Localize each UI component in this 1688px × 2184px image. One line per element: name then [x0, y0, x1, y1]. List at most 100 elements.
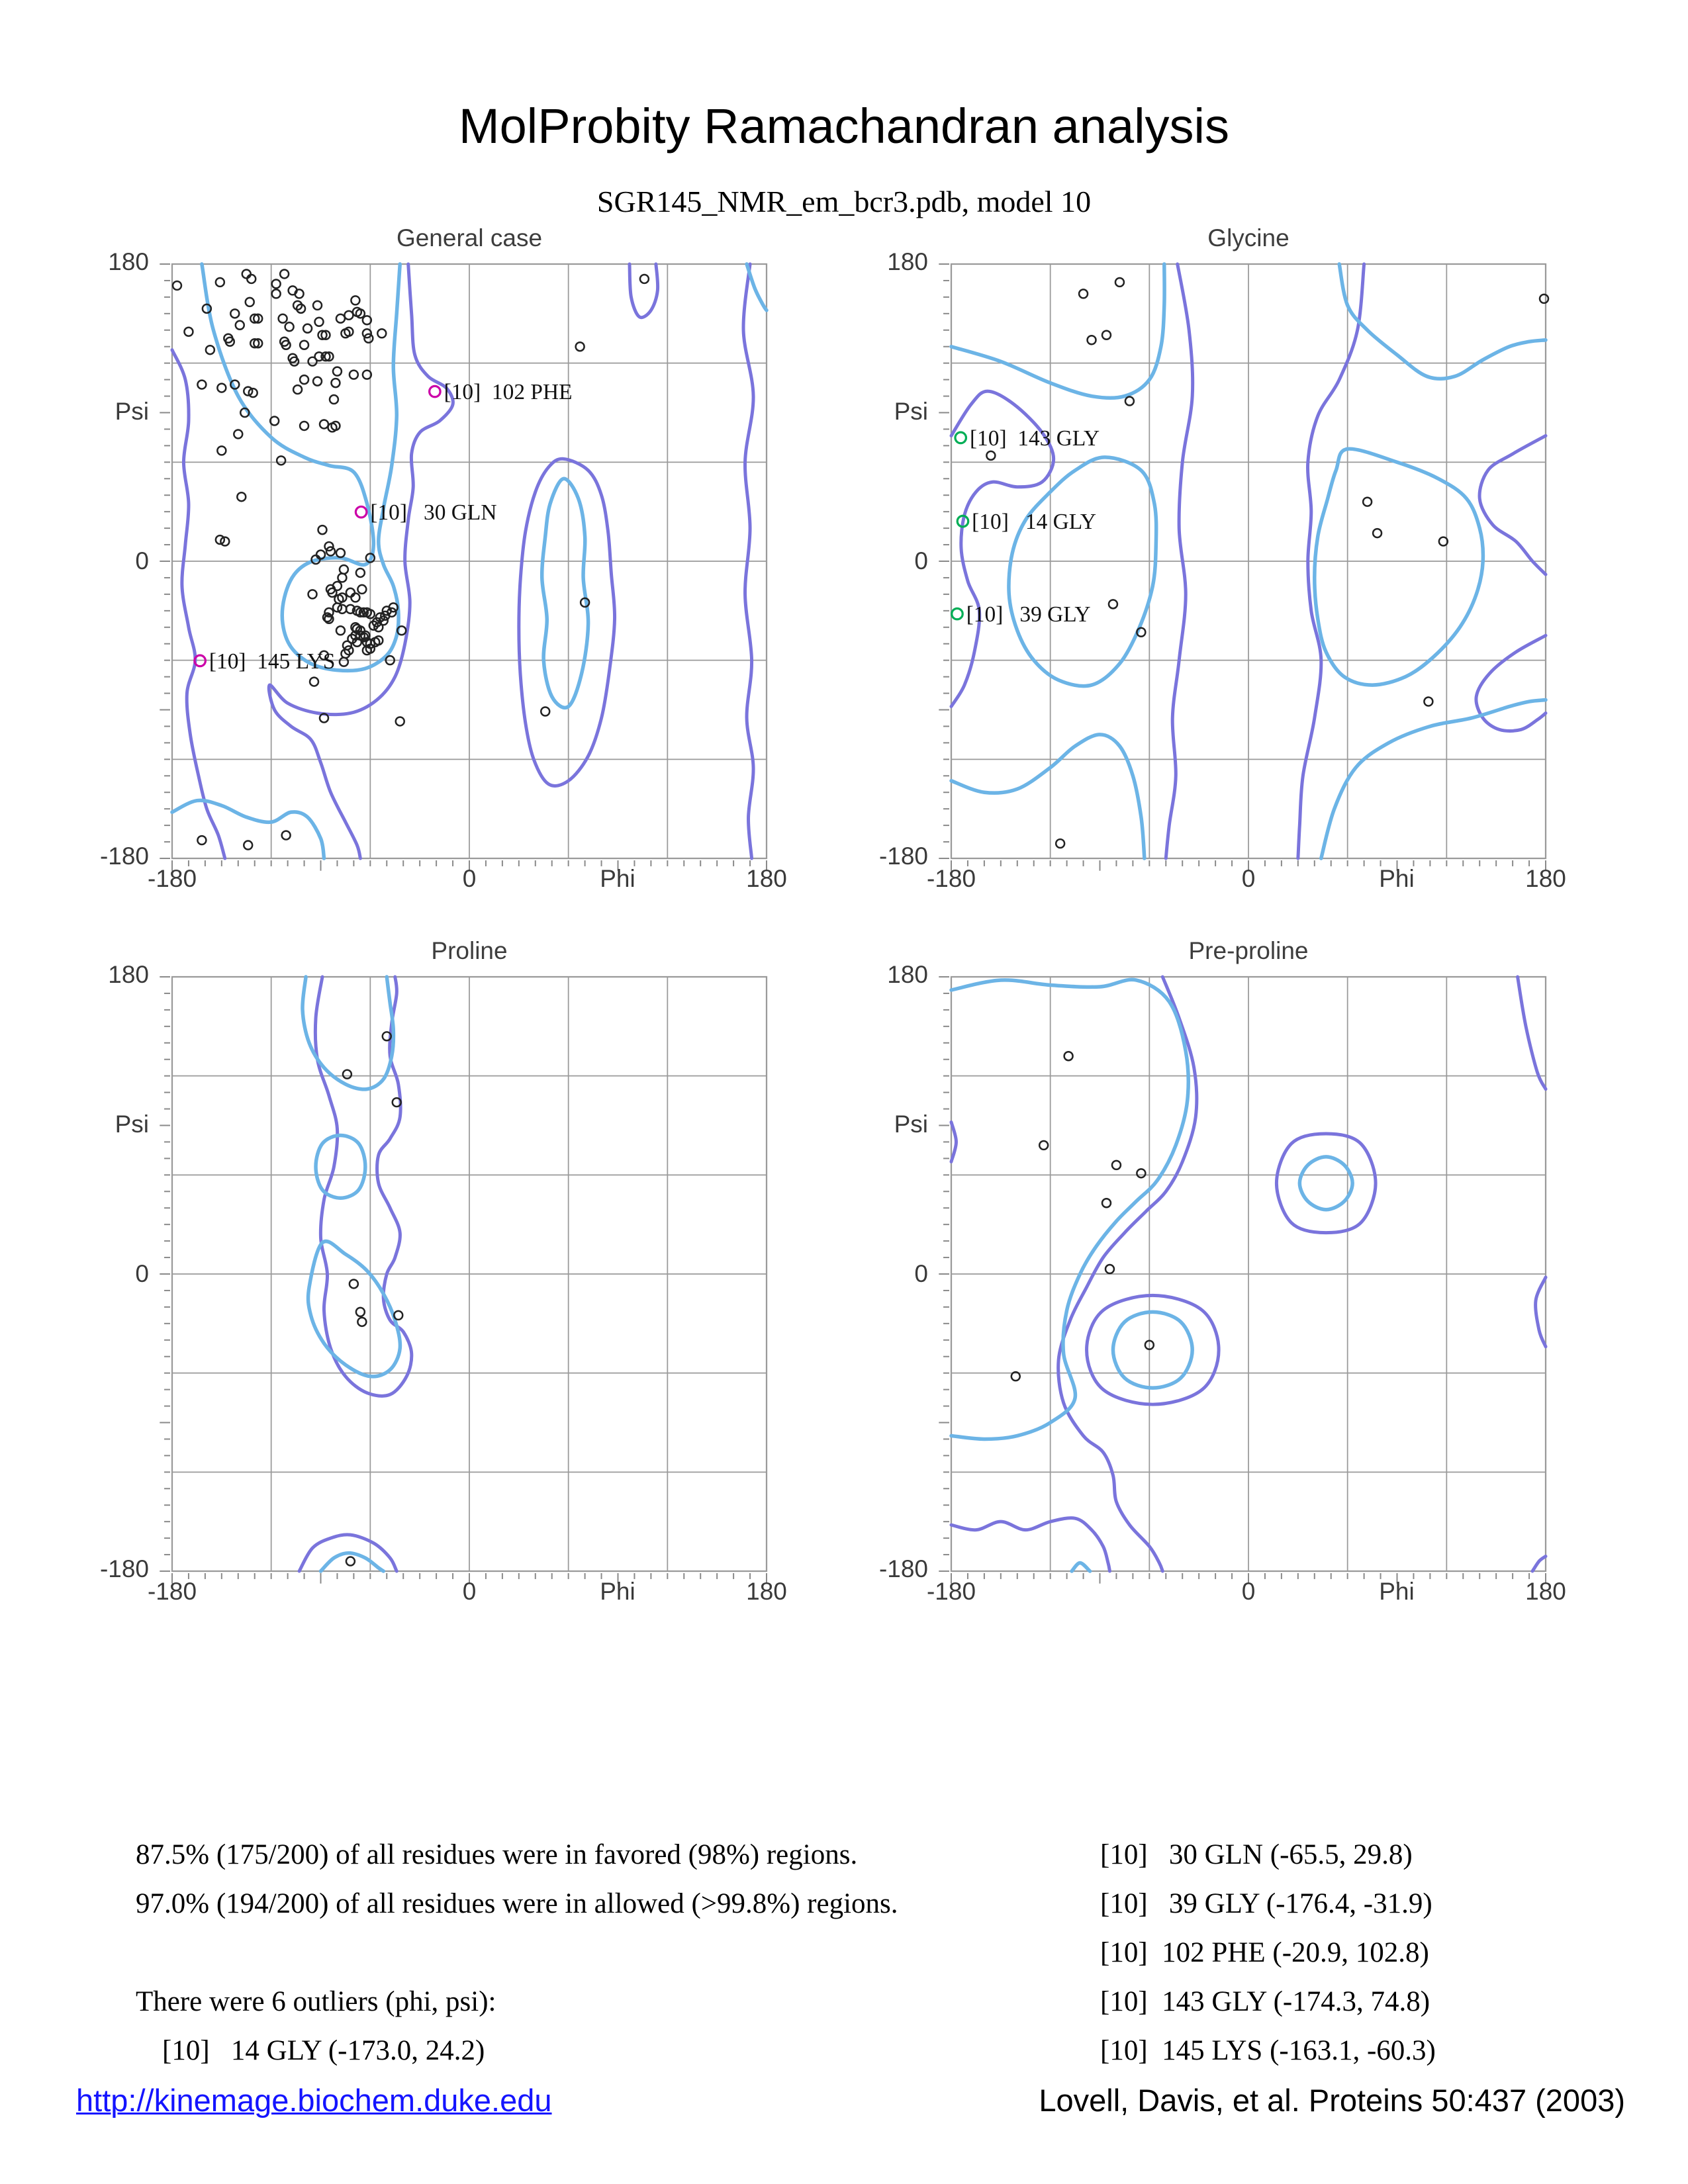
favored-region-contour [540, 477, 590, 709]
ramachandran-plot-canvas: [10] 143 GLY [10] 14 GLY [10] 39 GLY [939, 262, 1550, 871]
residue-point [357, 1316, 367, 1328]
x-axis-label: Phi [600, 1578, 635, 1605]
residue-point [344, 310, 354, 321]
residue-point [1063, 1051, 1074, 1062]
favored-region-contour [318, 1551, 386, 1573]
residue-point [277, 313, 288, 324]
residue-point [310, 554, 321, 565]
residue-point [318, 419, 330, 430]
x-axis-label: Phi [1379, 865, 1415, 892]
residue-point [322, 612, 333, 623]
residue-point [307, 589, 318, 600]
residue-point [1423, 696, 1434, 707]
residue-point [355, 308, 366, 319]
residue-point [289, 356, 300, 367]
residue-point [320, 351, 331, 362]
residue-point [224, 336, 236, 347]
residue-point [345, 604, 356, 615]
y-tick-label: -180 [99, 842, 149, 870]
plot-title: General case [396, 224, 543, 251]
favored-region-contour [170, 798, 326, 860]
residue-point [368, 620, 379, 631]
y-axis-label: Psi [894, 398, 928, 425]
residue-point [183, 326, 194, 338]
plot-border [950, 263, 1547, 860]
kinemage-link[interactable]: http://kinemage.biochem.duke.edu [76, 2083, 552, 2118]
y-tick-label: 0 [914, 1260, 928, 1287]
model-subtitle: SGR145_NMR_em_bcr3.pdb, model 10 [596, 185, 1092, 218]
residue-point [1111, 1160, 1122, 1171]
residue-point [243, 386, 254, 396]
residue-point [324, 351, 334, 362]
residue-point [302, 323, 313, 334]
residue-point [318, 650, 330, 660]
residue-point [393, 1310, 404, 1321]
residue-point [205, 344, 216, 355]
residue-point [1372, 527, 1383, 539]
residue-point [365, 553, 376, 563]
residue-point [324, 541, 334, 552]
x-tick-label: 180 [1525, 865, 1566, 892]
residue-point [307, 356, 318, 367]
residue-point [335, 313, 346, 324]
favored-region-contour [949, 733, 1147, 860]
residue-point [361, 315, 373, 326]
x-axis-label: Phi [1379, 1578, 1415, 1605]
favored-region-contour [301, 975, 396, 1091]
residue-point [292, 300, 303, 311]
plot-title: Glycine [1207, 224, 1289, 251]
residue-point [378, 615, 389, 626]
residue-point [220, 536, 230, 547]
y-tick-label: -180 [99, 1555, 149, 1582]
y-axis-label: Psi [894, 1111, 928, 1138]
allowed-region-contour [1274, 1132, 1378, 1235]
residue-point [284, 322, 295, 332]
residue-point [373, 635, 384, 646]
plot-general-case: General case [10] 102 PHE [10] 30 GLN [10]… [100, 224, 787, 892]
residue-point [271, 289, 281, 299]
plot-border [171, 263, 768, 860]
residue-point [355, 1306, 366, 1318]
residue-point [387, 607, 397, 618]
favored-summary-line: 87.5% (175/200) of all residues were in … [136, 1839, 858, 1870]
outlier-item: [10] 145 LYS (-163.1, -60.3) [1100, 2035, 1436, 2066]
allowed-region-contour [170, 348, 227, 860]
residue-point [363, 333, 374, 343]
residue-point [197, 835, 207, 846]
residue-point [358, 607, 369, 618]
residue-point [344, 645, 354, 656]
residue-point [243, 840, 254, 850]
favored-region-contour [306, 1239, 402, 1379]
residue-point [230, 308, 240, 319]
x-tick-label: 0 [462, 865, 477, 892]
y-tick-label: -180 [878, 1555, 928, 1582]
ramachandran-plot-canvas: [10] 102 PHE [10] 30 GLN [10] 145 LYS [160, 262, 769, 871]
residue-point [340, 328, 351, 339]
allowed-region-contour [313, 975, 414, 1398]
residue-point [361, 645, 373, 656]
y-tick-label: 180 [887, 248, 928, 275]
residue-point [236, 491, 247, 502]
residue-point [395, 716, 405, 727]
residue-point [335, 625, 346, 636]
allowed-region-contour [949, 1516, 1111, 1573]
plot-proline: Proline 180 Psi 0 -180 -180 0 Phi 180 [100, 937, 787, 1605]
residue-point [1078, 289, 1089, 299]
plot-pre-proline: Pre-proline 180 Psi 0 -180 -180 0 Phi 18… [879, 937, 1566, 1605]
residue-point [579, 597, 590, 608]
outlier-label: [10] 143 GLY [970, 426, 1100, 451]
residue-point [246, 273, 257, 285]
y-tick-label: 180 [108, 248, 149, 275]
residue-point [299, 340, 310, 350]
residue-point [269, 416, 280, 426]
residue-point [332, 602, 343, 613]
residue-point [214, 534, 226, 545]
favored-region-contour [949, 262, 1166, 400]
y-tick-label: 0 [914, 547, 928, 574]
allowed-region-contour [1296, 262, 1366, 860]
favored-region-contour [1313, 447, 1485, 687]
residue-point [986, 450, 996, 461]
y-tick-label: 180 [887, 961, 928, 988]
residue-point [575, 341, 585, 352]
